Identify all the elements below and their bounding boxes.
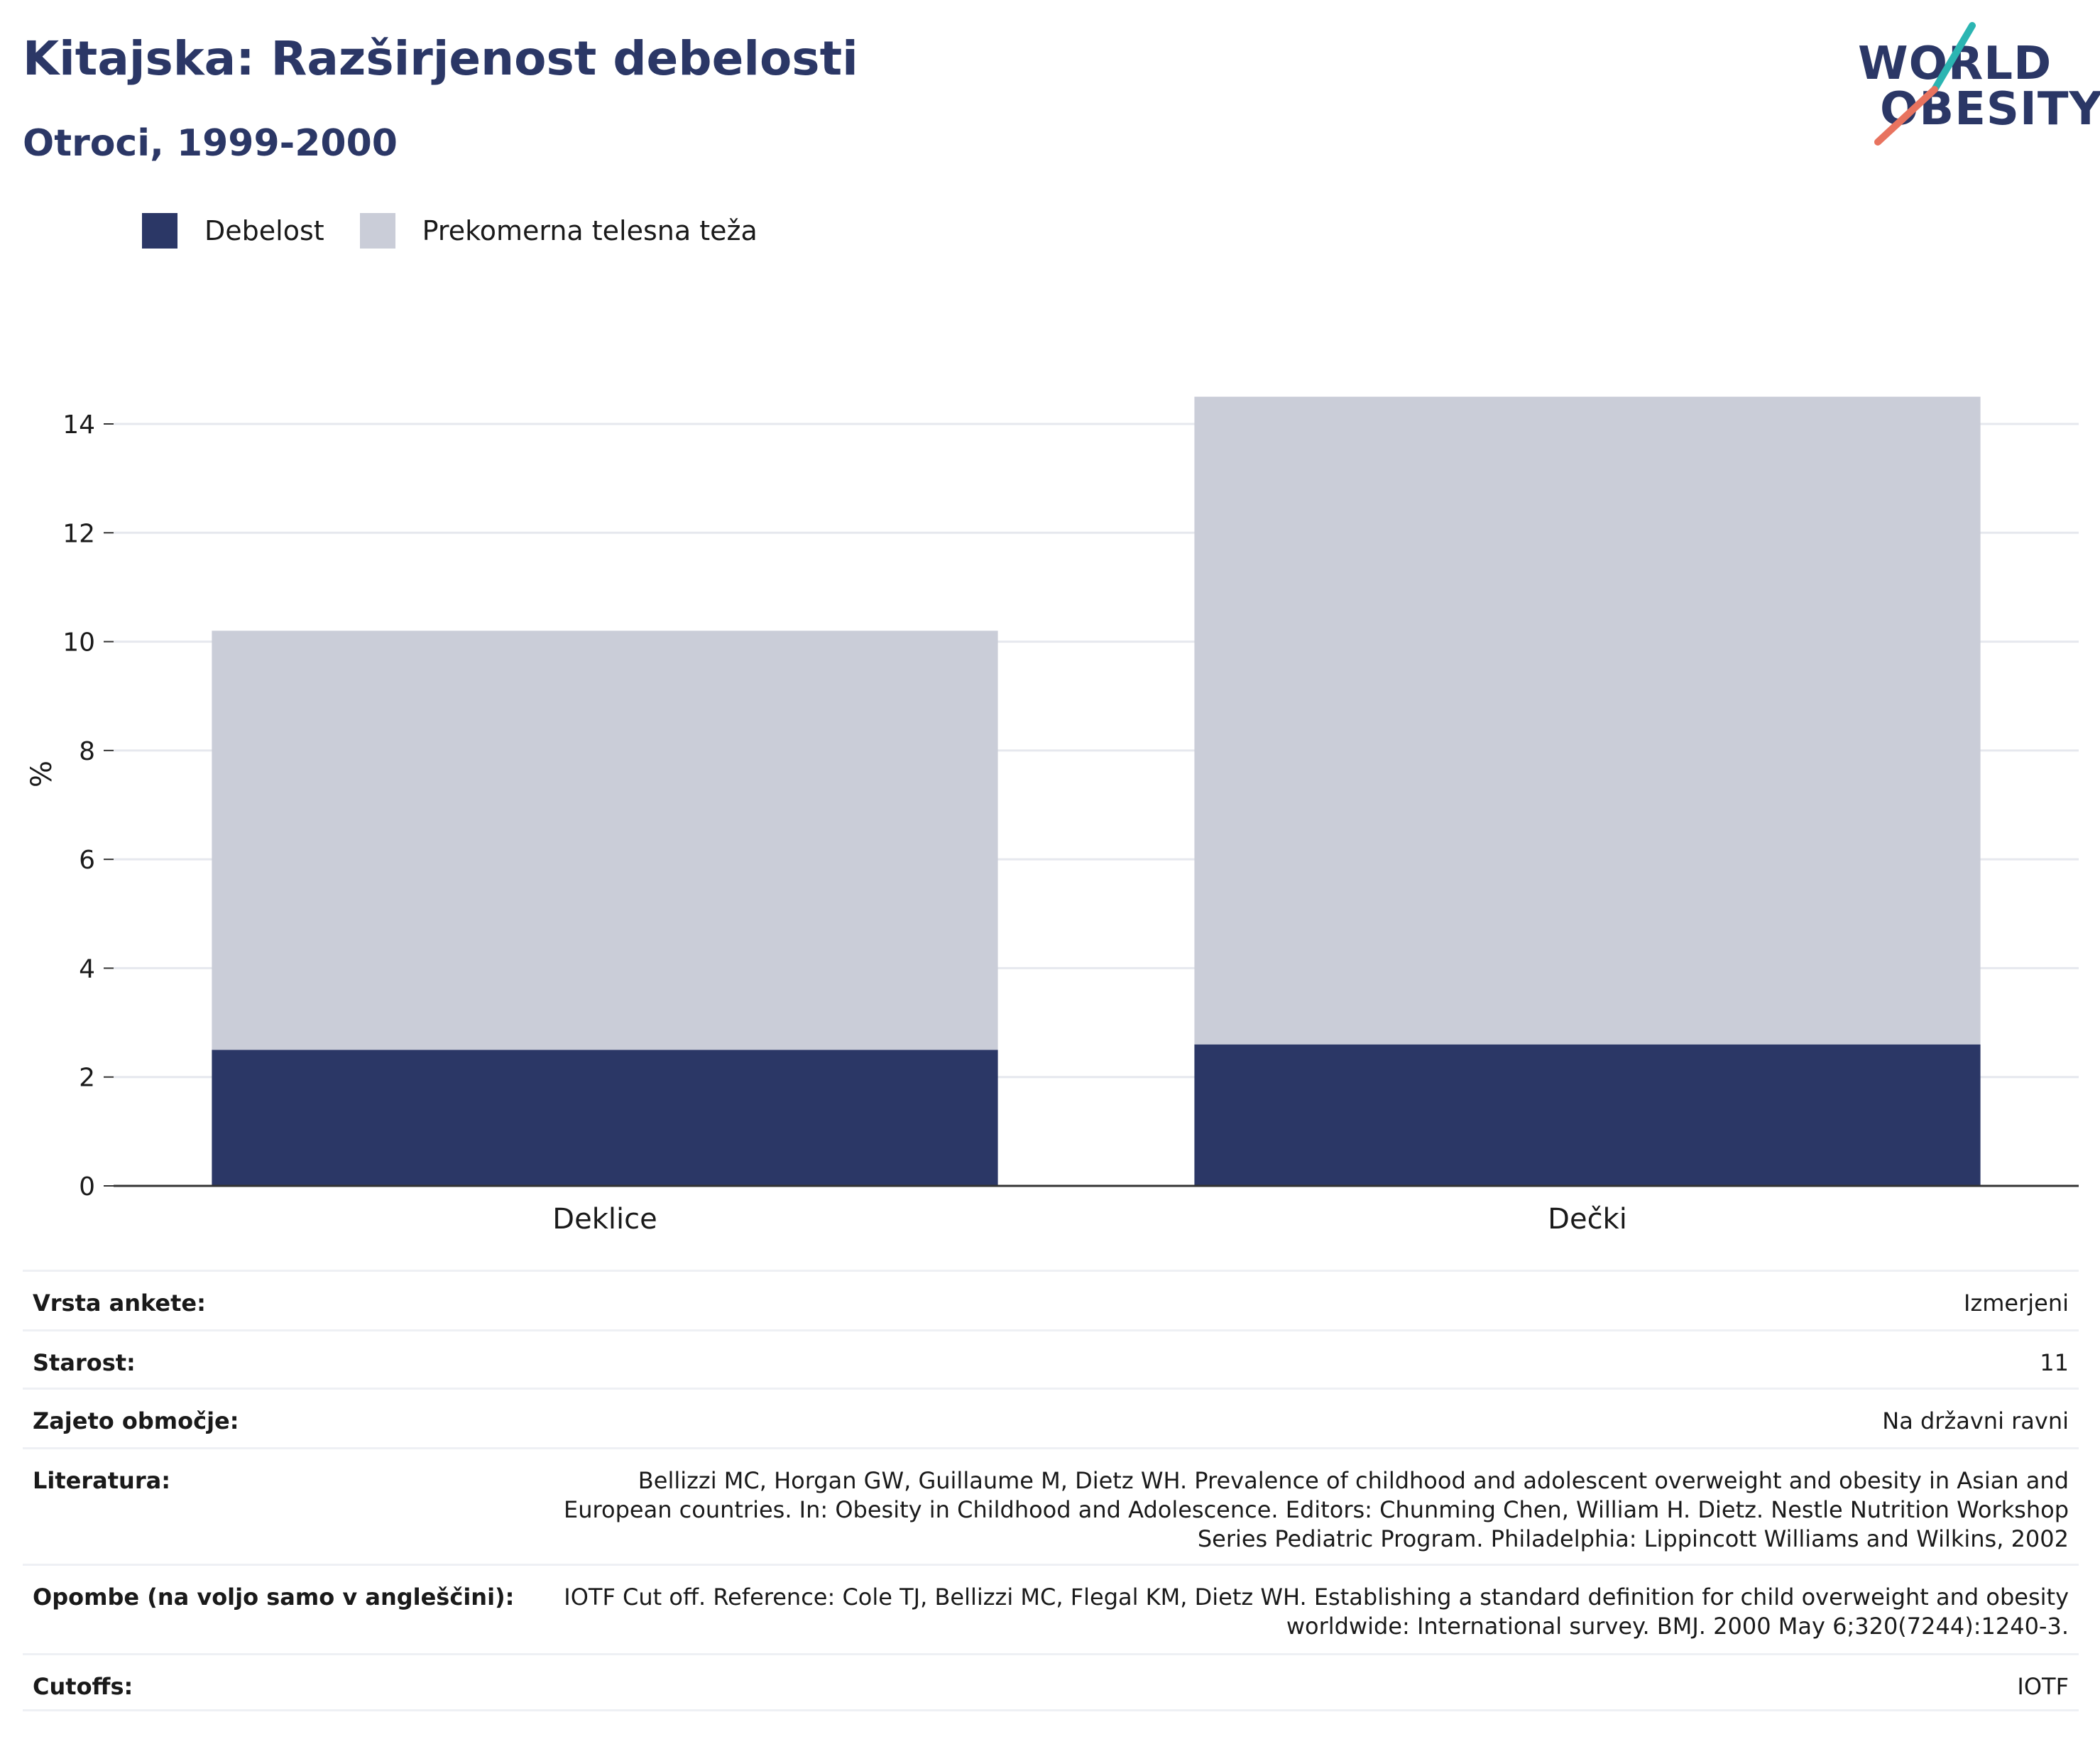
meta-row: Cutoffs: IOTF [23, 1653, 2079, 1711]
y-tick-label: 14 [62, 410, 95, 440]
meta-row: Zajeto območje: Na državni ravni [23, 1388, 2079, 1447]
bar-overweight-1[interactable] [212, 631, 998, 1050]
meta-value: 11 [2040, 1331, 2069, 1378]
meta-value: IOTF Cut off. Reference: Cole TJ, Belliz… [564, 1566, 2069, 1641]
chart-title: Kitajska: Razširjenost debelosti [23, 31, 858, 86]
meta-value-line: IOTF [2017, 1673, 2069, 1700]
meta-row: Opombe (na voljo samo v angleščini): IOTF… [23, 1564, 2079, 1653]
meta-key: Literatura: [33, 1467, 170, 1494]
bar-chart: 0 2 4 6 8 10 12 14 Deklice Dečki % [26, 396, 2079, 1236]
y-tick-label: 0 [79, 1172, 95, 1202]
meta-value-line: European countries. In: Obesity in Child… [564, 1496, 2069, 1523]
legend-swatch-obesity [142, 213, 177, 249]
meta-key: Vrsta ankete: [33, 1290, 206, 1317]
chart-subtitle: Otroci, 1999-2000 [23, 122, 398, 165]
meta-value: Izmerjeni [1964, 1272, 2069, 1318]
meta-value: Na državni ravni [1882, 1390, 2069, 1436]
y-axis-label: % [26, 761, 58, 788]
y-tick-label: 12 [62, 519, 95, 548]
bar-layer [212, 396, 1981, 1186]
y-tick-label: 6 [79, 846, 95, 875]
meta-value-line: IOTF Cut off. Reference: Cole TJ, Belliz… [564, 1584, 2069, 1611]
legend-swatch-overweight [359, 213, 395, 249]
legend-label-overweight: Prekomerna telesna teža [422, 215, 758, 246]
y-tick-label: 2 [79, 1064, 95, 1093]
meta-value-line: 11 [2040, 1349, 2069, 1376]
meta-value-line: Izmerjeni [1964, 1290, 2069, 1317]
meta-key: Opombe (na voljo samo v angleščini): [33, 1584, 515, 1611]
meta-key: Starost: [33, 1349, 136, 1376]
survey-details-table: Vrsta ankete: Izmerjeni Starost: 11 Zajeto o… [23, 1270, 2079, 1711]
meta-key: Zajeto območje: [33, 1407, 239, 1434]
meta-value-line: Bellizzi MC, Horgan GW, Guillaume M, Die… [638, 1467, 2069, 1494]
meta-value: Bellizzi MC, Horgan GW, Guillaume M, Die… [564, 1449, 2069, 1554]
x-category-label: Deklice [552, 1203, 657, 1236]
meta-value-line: Na državni ravni [1882, 1407, 2069, 1434]
meta-row: Vrsta ankete: Izmerjeni [23, 1270, 2079, 1329]
logo-slash-icon [1874, 22, 1976, 146]
y-tick-label: 8 [79, 737, 95, 766]
meta-value-line: Series Pediatric Program. Philadelphia: … [1197, 1525, 2069, 1552]
bar-overweight-2[interactable] [1194, 396, 1981, 1045]
axis-layer: 0 2 4 6 8 10 12 14 Deklice Dečki [62, 410, 2079, 1236]
bar-obesity-1[interactable] [212, 1050, 998, 1186]
x-category-label: Dečki [1548, 1203, 1627, 1236]
meta-value: IOTF [2017, 1655, 2069, 1701]
world-obesity-logo: WORLD OBESITY [1853, 21, 2100, 149]
y-tick-label: 10 [62, 628, 95, 658]
y-tick-label: 4 [79, 954, 95, 984]
legend-item-overweight[interactable]: Prekomerna telesna teža [359, 213, 758, 249]
legend-label-obesity: Debelost [204, 215, 324, 246]
meta-value-line: worldwide: International survey. BMJ. 20… [1286, 1613, 2069, 1640]
legend-item-obesity[interactable]: Debelost [142, 213, 324, 249]
bar-obesity-2[interactable] [1194, 1044, 1981, 1186]
meta-row: Literatura: Bellizzi MC, Horgan GW, Guill… [23, 1447, 2079, 1564]
meta-key: Cutoffs: [33, 1673, 133, 1700]
meta-row: Starost: 11 [23, 1329, 2079, 1388]
chart-legend: Debelost Prekomerna telesna teža [142, 213, 793, 249]
